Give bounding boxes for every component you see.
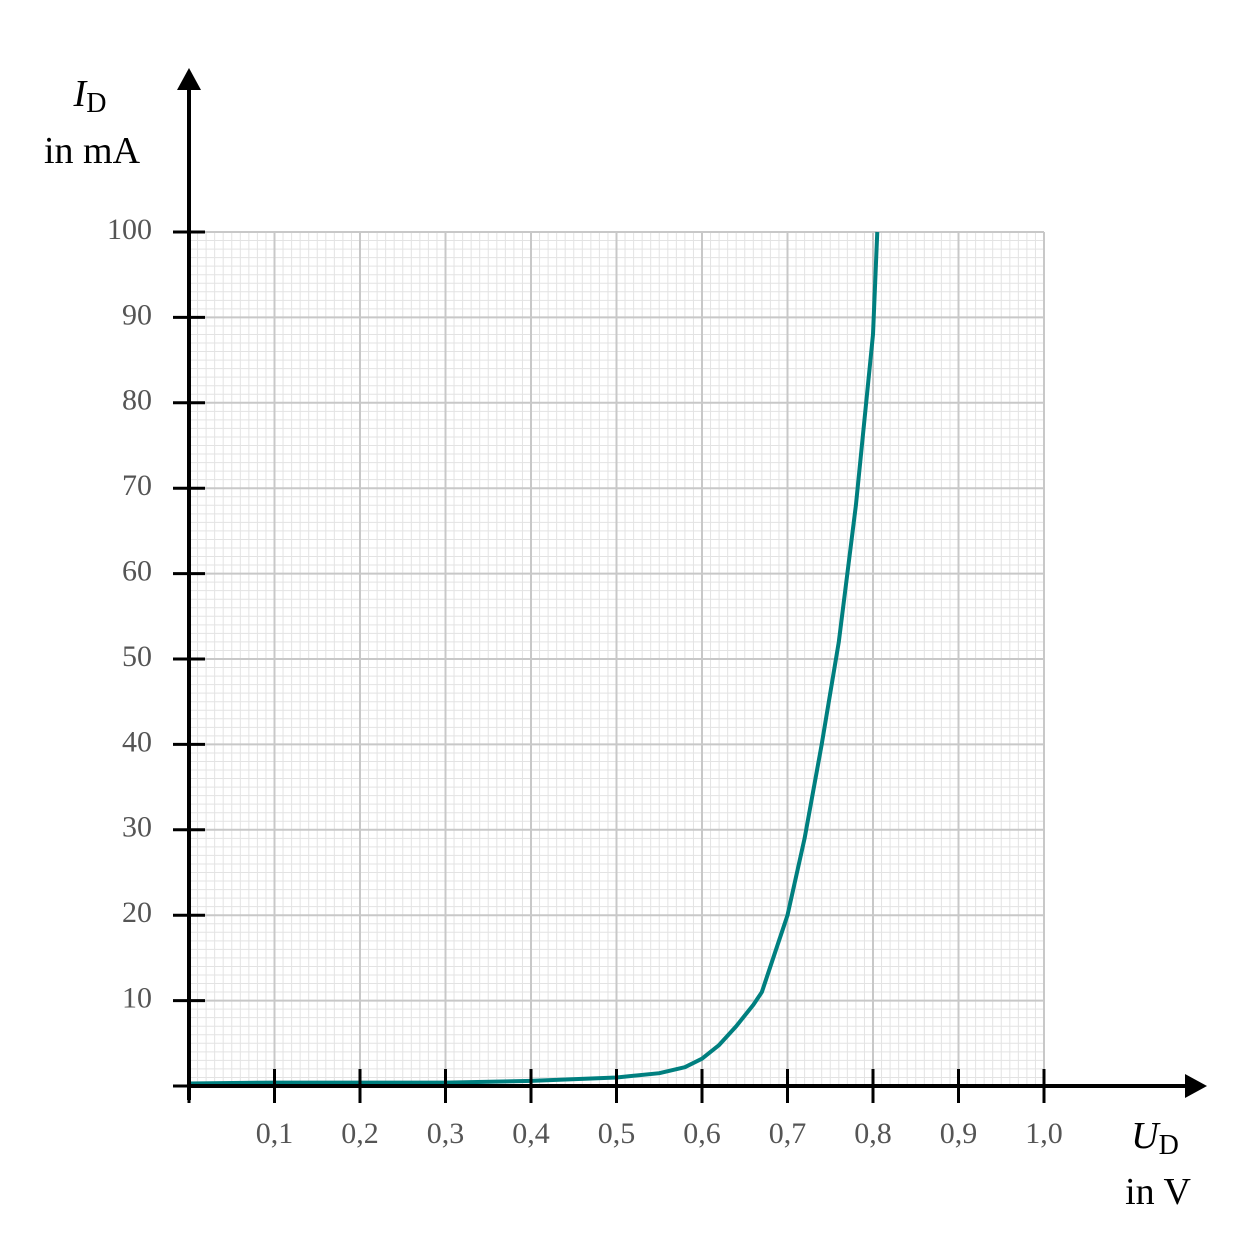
x-tick-label: 0,9 (940, 1117, 978, 1150)
x-label: UD (1131, 1115, 1179, 1161)
x-tick-label: 0,8 (854, 1117, 892, 1150)
x-tick-label: 0,7 (769, 1117, 807, 1150)
x-tick-label: 0,5 (598, 1117, 636, 1150)
y-tick-label: 60 (122, 554, 152, 587)
y-subscript: D (86, 88, 106, 119)
x-symbol: U (1131, 1115, 1161, 1157)
x-tick-label: 0,2 (341, 1117, 379, 1150)
y-tick-label: 50 (122, 640, 152, 673)
y-tick-label: 40 (122, 725, 152, 758)
grid (189, 231, 1045, 1086)
x-tick-label: 0,3 (427, 1117, 465, 1150)
x-tick-label: 0,6 (683, 1117, 721, 1150)
x-axis-arrow (1185, 1074, 1207, 1098)
y-tick-label: 30 (122, 811, 152, 844)
plot (188, 231, 880, 1086)
y-tick-label: 10 (122, 981, 152, 1014)
y-tick-label: 90 (122, 298, 152, 331)
y-symbol: I (73, 73, 89, 115)
y-unit: in mA (44, 130, 141, 172)
x-unit: in V (1125, 1171, 1191, 1213)
x-subscript: D (1159, 1130, 1179, 1161)
x-tick-label: 1,0 (1025, 1117, 1063, 1150)
x-tick-label: 0,1 (256, 1117, 294, 1150)
y-tick-label: 20 (122, 896, 152, 929)
x-tick-label: 0,4 (512, 1117, 550, 1150)
y-tick-label: 70 (122, 469, 152, 502)
y-label: ID (73, 73, 107, 119)
curve (188, 231, 880, 1086)
y-tick-label: 80 (122, 384, 152, 417)
y-tick-label: 100 (107, 213, 152, 246)
y-axis-arrow (177, 68, 201, 90)
